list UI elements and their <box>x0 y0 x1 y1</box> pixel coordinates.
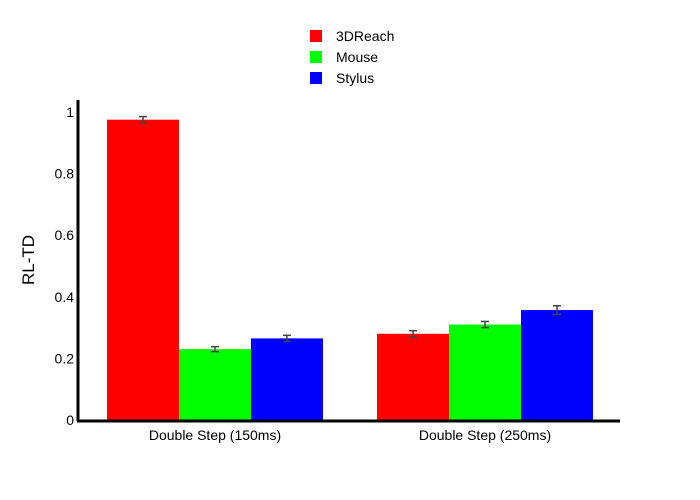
bar-mouse-2 <box>449 324 521 420</box>
y-tick-label: 0.2 <box>55 350 75 366</box>
axes <box>76 100 620 423</box>
legend-label-3dreach: 3DReach <box>336 28 394 44</box>
bars <box>107 119 593 420</box>
error-bar-mouse-1 <box>211 345 219 353</box>
bar-3dreach-1 <box>107 119 179 420</box>
legend-label-mouse: Mouse <box>336 49 378 65</box>
y-tick-label: 0 <box>66 412 74 428</box>
legend-swatch-mouse <box>310 51 322 63</box>
x-tick-label: Double Step (150ms) <box>149 427 281 443</box>
y-tick-labels: 0 0.2 0.4 0.6 0.8 1 <box>55 104 75 428</box>
x-tick-label: Double Step (250ms) <box>419 427 551 443</box>
error-bar-stylus-2 <box>553 304 561 316</box>
bar-3dreach-2 <box>377 333 449 420</box>
y-tick-label: 0.4 <box>55 289 75 305</box>
error-bar-3dreach-2 <box>409 329 417 338</box>
error-bar-stylus-1 <box>283 334 291 343</box>
bar-stylus-2 <box>521 310 593 420</box>
y-tick-label: 0.8 <box>55 166 75 182</box>
y-tick-label: 0.6 <box>55 227 75 243</box>
error-bars <box>139 115 561 353</box>
y-tick-label: 1 <box>66 104 74 120</box>
bar-mouse-1 <box>179 349 251 420</box>
legend-swatch-stylus <box>310 72 322 84</box>
bar-stylus-1 <box>251 338 323 420</box>
x-tick-labels: Double Step (150ms) Double Step (250ms) <box>149 427 551 443</box>
error-bar-3dreach-1 <box>139 115 147 124</box>
y-axis-title: RL-TD <box>19 235 38 285</box>
error-bar-mouse-2 <box>481 320 489 329</box>
legend-label-stylus: Stylus <box>336 70 374 86</box>
legend: 3DReach Mouse Stylus <box>310 28 394 86</box>
legend-swatch-3dreach <box>310 30 322 42</box>
